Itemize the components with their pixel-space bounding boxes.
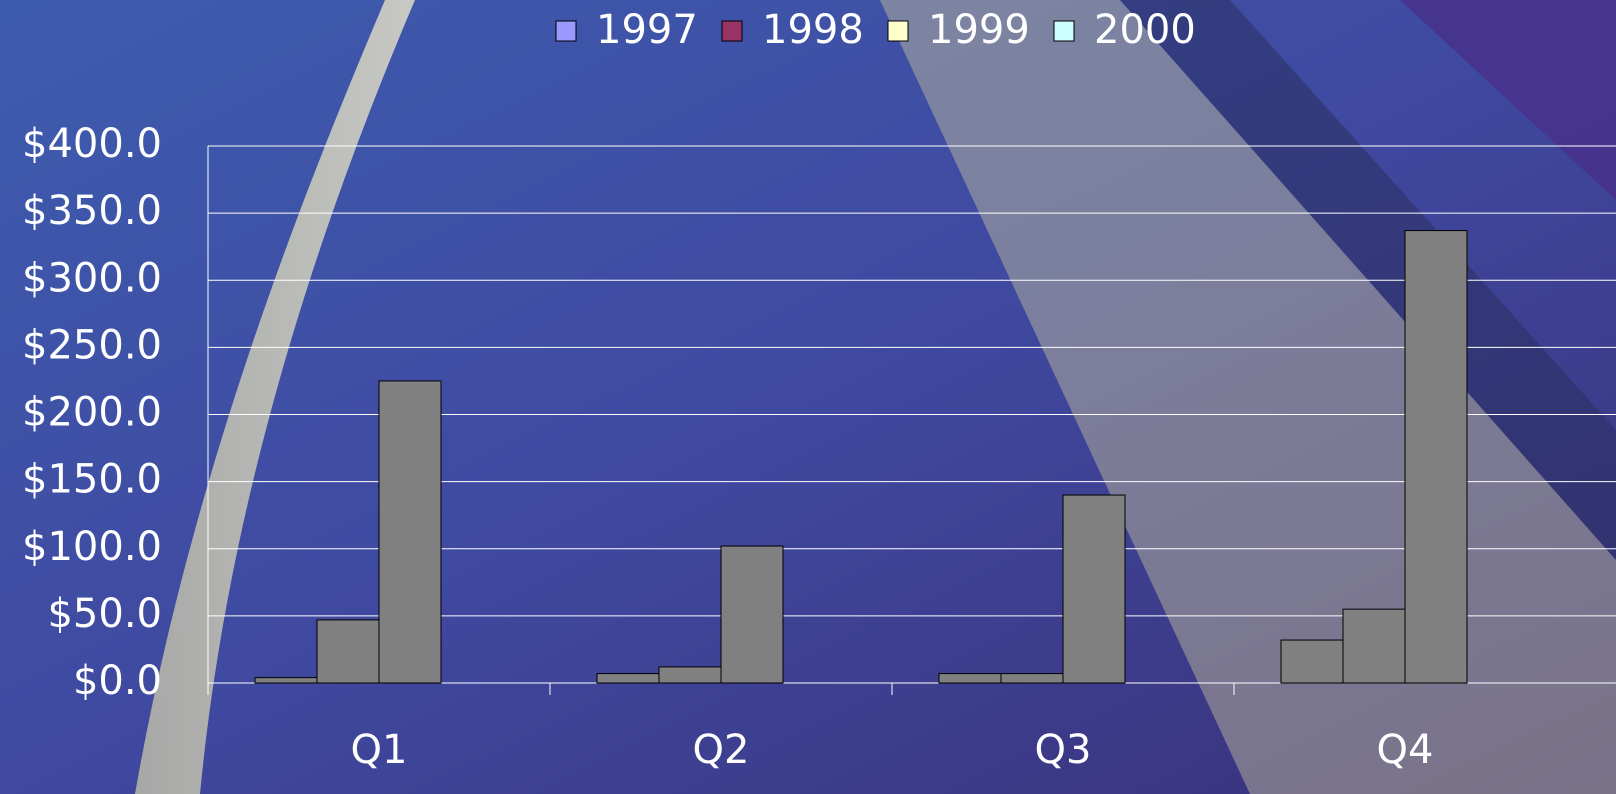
x-tick-label: Q3 bbox=[1035, 727, 1092, 773]
legend-label: 1997 bbox=[596, 7, 698, 53]
legend-swatch bbox=[1053, 20, 1075, 42]
bar bbox=[1000, 673, 1064, 684]
y-tick-label: $300.0 bbox=[22, 255, 162, 301]
y-tick-label: $250.0 bbox=[22, 322, 162, 368]
x-tick-label: Q2 bbox=[693, 727, 750, 773]
bar bbox=[378, 380, 442, 684]
bar bbox=[254, 677, 318, 684]
bar bbox=[658, 666, 722, 684]
legend-swatch bbox=[721, 20, 743, 42]
bar bbox=[596, 673, 660, 684]
bar bbox=[316, 619, 380, 684]
bar bbox=[1342, 608, 1406, 684]
background-shade bbox=[1400, 0, 1616, 200]
bar bbox=[720, 545, 784, 684]
y-tick-label: $400.0 bbox=[22, 121, 162, 167]
legend-label: 1999 bbox=[928, 7, 1030, 53]
legend-swatch bbox=[555, 20, 577, 42]
bar bbox=[938, 673, 1002, 684]
x-tick-label: Q4 bbox=[1377, 727, 1434, 773]
bar bbox=[1062, 494, 1126, 684]
legend-swatch bbox=[887, 20, 909, 42]
y-tick-label: $50.0 bbox=[47, 591, 162, 637]
y-tick-label: $0.0 bbox=[73, 658, 162, 704]
y-tick-label: $100.0 bbox=[22, 524, 162, 570]
y-tick-label: $150.0 bbox=[22, 457, 162, 503]
legend-label: 2000 bbox=[1094, 7, 1196, 53]
arch-left bbox=[135, 0, 415, 794]
bar bbox=[1280, 639, 1344, 684]
y-tick-label: $350.0 bbox=[22, 188, 162, 234]
legend-label: 1998 bbox=[762, 7, 864, 53]
y-tick-label: $200.0 bbox=[22, 390, 162, 436]
bar bbox=[1404, 230, 1468, 684]
x-tick-label: Q1 bbox=[351, 727, 408, 773]
